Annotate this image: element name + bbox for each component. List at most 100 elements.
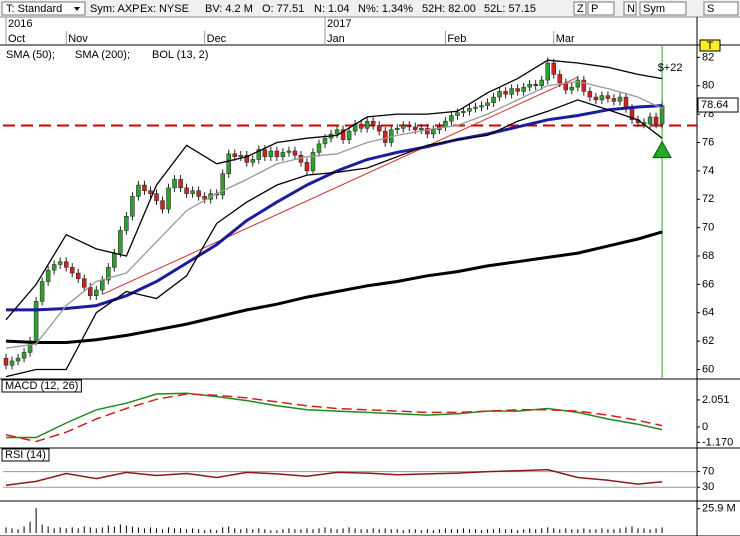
y-tick-label: 64 bbox=[702, 307, 714, 319]
volume-bar bbox=[306, 528, 308, 533]
y-tick-label: 0 bbox=[702, 421, 708, 433]
candle-body bbox=[262, 149, 268, 157]
candle-body bbox=[617, 96, 623, 102]
toolbar-field: 52L: 57.15 bbox=[484, 3, 536, 15]
volume-bar bbox=[17, 529, 19, 533]
volume-bar bbox=[324, 527, 326, 533]
candle-body bbox=[178, 179, 183, 189]
candle-body bbox=[449, 115, 454, 122]
volume-bar bbox=[89, 527, 91, 533]
volume-bar bbox=[462, 528, 464, 533]
candle-body bbox=[370, 120, 376, 126]
volume-bar bbox=[35, 508, 37, 533]
volume-bar bbox=[336, 529, 338, 533]
candle-body bbox=[340, 129, 346, 140]
volume-bar bbox=[204, 530, 206, 533]
candle-body bbox=[491, 96, 496, 104]
toolbar bbox=[0, 0, 740, 18]
candle-body bbox=[75, 272, 81, 279]
volume-bar bbox=[149, 527, 151, 533]
candle-body bbox=[130, 196, 135, 217]
candle-body bbox=[82, 278, 87, 288]
candle-body bbox=[286, 150, 292, 153]
bollinger-upper bbox=[5, 59, 663, 321]
candle-body bbox=[154, 193, 159, 201]
volume-bar bbox=[535, 529, 537, 533]
candle-body bbox=[310, 152, 316, 172]
toolbar-field[interactable]: T: Standard bbox=[6, 3, 62, 15]
toolbar-button[interactable] bbox=[587, 1, 615, 16]
volume-bar bbox=[426, 529, 428, 533]
toolbar-field: 52H: 82.00 bbox=[422, 3, 476, 15]
volume-bar bbox=[643, 528, 645, 533]
candle-body bbox=[112, 252, 117, 268]
volume-bar bbox=[595, 529, 597, 533]
candle-body bbox=[280, 152, 286, 157]
legend-entry: SMA (200); bbox=[75, 49, 130, 61]
volume-bar bbox=[119, 524, 121, 533]
toolbar-button[interactable] bbox=[639, 1, 687, 16]
volume-bar bbox=[246, 528, 248, 533]
volume-bar bbox=[137, 527, 139, 533]
volume-bar bbox=[432, 530, 434, 533]
toolbar-button[interactable] bbox=[703, 1, 739, 16]
candle-body bbox=[292, 150, 298, 156]
candle-body bbox=[160, 200, 165, 210]
volume-bar bbox=[294, 529, 296, 533]
candle-body bbox=[124, 216, 129, 231]
badge-box bbox=[699, 39, 721, 52]
volume-bar bbox=[571, 529, 573, 533]
toolbar-field: Ex: NYSE bbox=[140, 3, 189, 15]
legend-entry: BOL (13, 2) bbox=[152, 49, 208, 61]
toolbar-button[interactable] bbox=[623, 1, 637, 16]
candle-body bbox=[455, 112, 460, 116]
volume-bar bbox=[402, 530, 404, 533]
y-tick-label: 74 bbox=[702, 165, 714, 177]
candle-body bbox=[69, 267, 75, 274]
toolbar-button[interactable] bbox=[573, 1, 587, 16]
candle-body bbox=[431, 129, 436, 135]
volume-bar bbox=[155, 528, 157, 533]
volume-bar bbox=[234, 528, 236, 533]
candle-body bbox=[599, 95, 605, 101]
volume-bar bbox=[499, 528, 501, 533]
toolbar-button-label[interactable]: Z bbox=[577, 3, 584, 15]
bollinger-lower bbox=[5, 99, 663, 378]
volume-bar bbox=[240, 529, 242, 533]
y-tick-label: 82 bbox=[702, 51, 714, 63]
candle-body bbox=[443, 120, 448, 128]
volume-bar bbox=[583, 528, 585, 533]
candle-body bbox=[425, 128, 430, 135]
candle-body bbox=[527, 84, 532, 88]
toolbar-button-label[interactable]: Sym bbox=[643, 3, 665, 15]
volume-bar bbox=[143, 528, 145, 533]
volume-bar bbox=[625, 527, 627, 533]
volume-bar bbox=[216, 530, 218, 533]
volume-bar bbox=[59, 527, 61, 533]
candle-body bbox=[226, 153, 231, 174]
candle-body bbox=[304, 162, 310, 172]
volume-bar bbox=[378, 529, 380, 533]
year-label: 2016 bbox=[8, 18, 32, 30]
toolbar-button-label[interactable]: P bbox=[591, 3, 598, 15]
pane-title-box bbox=[1, 448, 50, 462]
y-tick-label: 68 bbox=[702, 250, 714, 262]
volume-bar bbox=[547, 527, 549, 533]
volume-bar bbox=[174, 528, 176, 533]
volume-bar bbox=[384, 528, 386, 533]
last-price-box bbox=[697, 97, 739, 113]
candle-body bbox=[39, 281, 45, 302]
volume-bar bbox=[559, 529, 561, 533]
style-select[interactable] bbox=[1, 1, 86, 16]
y-tick-label: 70 bbox=[702, 222, 714, 234]
volume-bar bbox=[168, 527, 170, 533]
volume-bar bbox=[270, 530, 272, 533]
toolbar-button-label[interactable]: S bbox=[707, 3, 714, 15]
candle-body bbox=[581, 79, 587, 92]
volume-bar bbox=[649, 529, 651, 533]
volume-bar bbox=[53, 528, 55, 533]
toolbar-button-label[interactable]: N bbox=[627, 3, 635, 15]
y-tick-label: 80 bbox=[702, 80, 714, 92]
candle-body bbox=[539, 79, 544, 86]
candle-body bbox=[485, 102, 490, 106]
